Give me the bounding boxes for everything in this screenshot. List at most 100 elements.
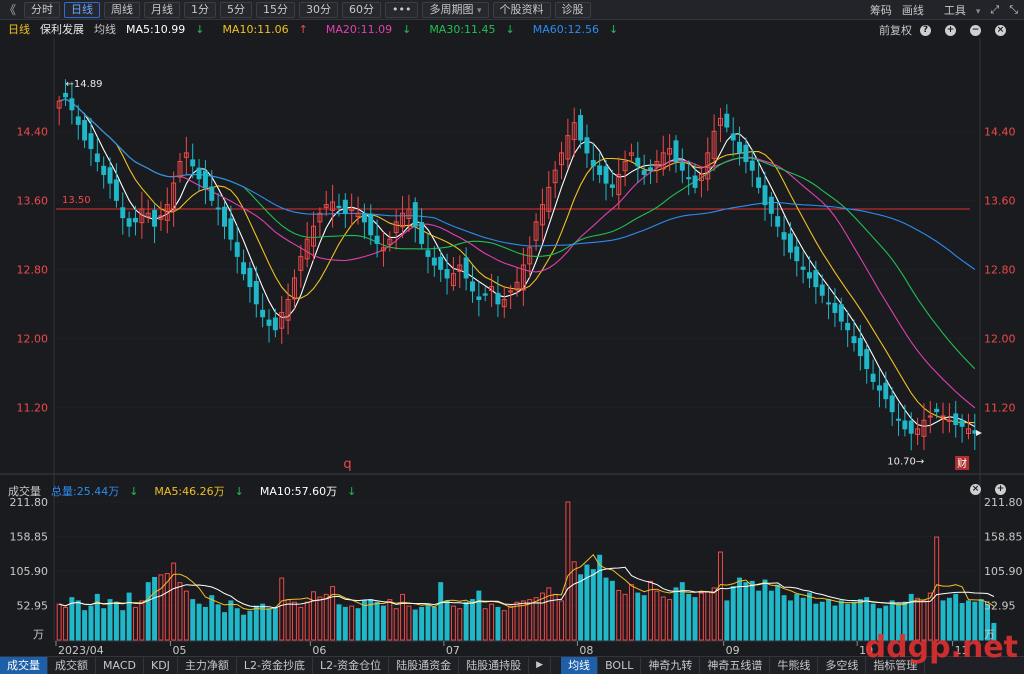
volume-title[interactable]: 成交量 xyxy=(8,485,41,498)
candle-81[interactable] xyxy=(571,107,577,157)
volume-bar-69[interactable] xyxy=(495,606,501,641)
volume-bar-42[interactable] xyxy=(323,593,329,641)
candle-105[interactable] xyxy=(724,104,730,133)
volume-bar-80[interactable] xyxy=(565,501,571,641)
volume-bar-124[interactable] xyxy=(845,603,851,641)
candle-68[interactable] xyxy=(489,273,495,307)
candle-129[interactable] xyxy=(876,368,882,408)
indicator-tab-left-7[interactable]: 陆股通资金 xyxy=(389,656,460,674)
indicator-tab-right-1[interactable]: BOLL xyxy=(598,656,642,674)
volume-bar-10[interactable] xyxy=(120,610,126,641)
volume-bar-32[interactable] xyxy=(260,603,266,641)
volume-bar-18[interactable] xyxy=(171,562,177,641)
volume-bar-119[interactable] xyxy=(813,603,819,641)
candle-63[interactable] xyxy=(457,255,463,289)
volume-bar-53[interactable] xyxy=(393,608,399,641)
volume-bar-98[interactable] xyxy=(679,582,685,641)
candle-101[interactable] xyxy=(698,167,704,198)
volume-bar-140[interactable] xyxy=(946,597,952,641)
volume-bar-60[interactable] xyxy=(438,582,444,641)
candle-53[interactable] xyxy=(393,209,399,250)
candle-134[interactable] xyxy=(908,412,914,451)
volume-bar-2[interactable] xyxy=(69,597,75,641)
volume-bar-94[interactable] xyxy=(654,590,660,641)
candle-50[interactable] xyxy=(374,219,380,258)
volume-bar-73[interactable] xyxy=(520,600,526,641)
volume-bar-93[interactable] xyxy=(648,580,654,641)
candle-108[interactable] xyxy=(743,137,749,174)
indicator-tab-right-3[interactable]: 神奇五线谱 xyxy=(700,656,771,674)
candle-88[interactable] xyxy=(616,157,622,210)
candle-138[interactable] xyxy=(934,402,940,419)
candle-47[interactable] xyxy=(355,196,361,225)
volume-bar-143[interactable] xyxy=(965,600,971,641)
volume-bar-17[interactable] xyxy=(164,573,170,641)
candle-112[interactable] xyxy=(768,191,774,227)
candle-20[interactable] xyxy=(183,136,189,175)
back-icon[interactable]: 《 xyxy=(4,3,17,17)
volume-bar-82[interactable] xyxy=(578,574,584,641)
volume-bar-33[interactable] xyxy=(266,608,272,641)
volume-bar-109[interactable] xyxy=(749,580,755,641)
volume-bar-4[interactable] xyxy=(82,610,88,641)
volume-bar-44[interactable] xyxy=(336,604,342,641)
candle-70[interactable] xyxy=(501,285,507,318)
candle-143[interactable] xyxy=(965,413,971,440)
finance-marker-box[interactable] xyxy=(955,456,970,470)
candle-103[interactable] xyxy=(711,114,717,172)
volume-bar-20[interactable] xyxy=(183,590,189,641)
candle-102[interactable] xyxy=(705,137,711,191)
volume-bar-34[interactable] xyxy=(272,606,278,641)
candle-27[interactable] xyxy=(228,205,234,251)
volume-bar-50[interactable] xyxy=(374,601,380,641)
candle-28[interactable] xyxy=(234,225,240,274)
candle-119[interactable] xyxy=(813,260,819,304)
volume-bar-87[interactable] xyxy=(609,580,615,641)
indicator-tab-right-0[interactable]: 均线 xyxy=(561,656,599,674)
candle-116[interactable] xyxy=(794,238,800,277)
volume-bar-45[interactable] xyxy=(342,606,348,641)
stock-info-button[interactable]: 个股资料 xyxy=(492,1,551,18)
candle-97[interactable] xyxy=(673,135,679,173)
volume-bar-135[interactable] xyxy=(915,597,921,641)
candle-118[interactable] xyxy=(807,256,812,289)
volume-bar-9[interactable] xyxy=(113,601,119,641)
chips-button[interactable]: 筹码 xyxy=(869,4,892,17)
volume-bar-104[interactable] xyxy=(718,551,723,641)
candle-71[interactable] xyxy=(508,284,514,310)
volume-bar-91[interactable] xyxy=(635,592,641,641)
volume-bar-25[interactable] xyxy=(215,604,221,641)
volume-bar-86[interactable] xyxy=(603,577,609,641)
volume-bar-118[interactable] xyxy=(807,592,812,641)
candle-48[interactable] xyxy=(361,203,367,240)
tools-button[interactable]: 工具 ▾ xyxy=(934,2,981,18)
candle-77[interactable] xyxy=(546,171,552,220)
volume-bar-90[interactable] xyxy=(628,584,634,641)
volume-bar-105[interactable] xyxy=(724,600,730,641)
period-button-8[interactable]: 60分 xyxy=(342,1,382,18)
indicator-tab-left-3[interactable]: KDJ xyxy=(144,656,178,674)
volume-add-icon[interactable]: + xyxy=(995,484,1006,495)
candle-89[interactable] xyxy=(622,150,628,187)
volume-bar-61[interactable] xyxy=(444,600,450,641)
candle-0[interactable] xyxy=(56,95,62,126)
candle-99[interactable] xyxy=(686,160,692,196)
candle-124[interactable] xyxy=(845,310,851,347)
volume-bar-14[interactable] xyxy=(145,582,151,641)
candle-137[interactable] xyxy=(927,401,933,434)
candle-142[interactable] xyxy=(959,414,965,443)
candle-32[interactable] xyxy=(260,293,266,328)
candle-104[interactable] xyxy=(718,108,723,143)
volume-bar-26[interactable] xyxy=(222,612,227,641)
candle-122[interactable] xyxy=(832,288,838,328)
fullscreen-icon[interactable]: ⤢ xyxy=(990,3,1000,16)
candle-61[interactable] xyxy=(444,253,450,295)
indicator-tab-right-4[interactable]: 牛熊线 xyxy=(770,656,819,674)
candle-131[interactable] xyxy=(889,387,895,426)
volume-bar-131[interactable] xyxy=(889,600,895,641)
volume-bar-39[interactable] xyxy=(304,601,310,641)
candle-42[interactable] xyxy=(323,190,329,217)
volume-bar-137[interactable] xyxy=(927,592,933,641)
candle-121[interactable] xyxy=(826,286,832,320)
candle-114[interactable] xyxy=(781,215,787,257)
